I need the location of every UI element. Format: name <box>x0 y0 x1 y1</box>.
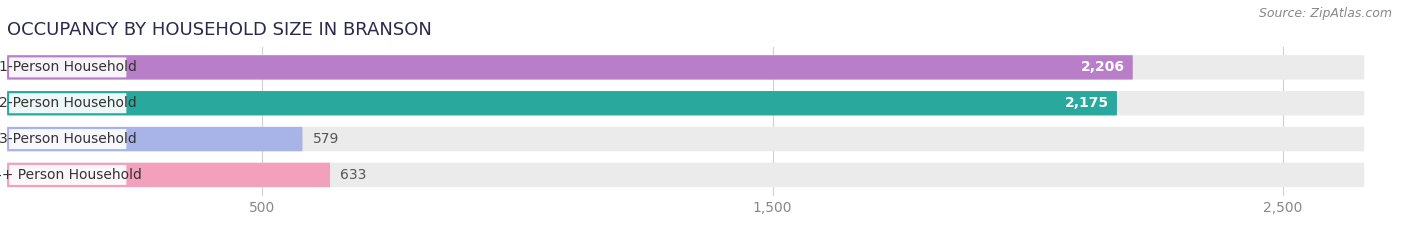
Text: 2-Person Household: 2-Person Household <box>0 96 136 110</box>
FancyBboxPatch shape <box>7 91 1364 115</box>
FancyBboxPatch shape <box>7 127 1364 151</box>
Text: 2,206: 2,206 <box>1081 60 1125 74</box>
FancyBboxPatch shape <box>7 55 1133 80</box>
Text: 579: 579 <box>312 132 339 146</box>
FancyBboxPatch shape <box>8 93 127 113</box>
Text: OCCUPANCY BY HOUSEHOLD SIZE IN BRANSON: OCCUPANCY BY HOUSEHOLD SIZE IN BRANSON <box>7 21 432 39</box>
FancyBboxPatch shape <box>7 163 1364 187</box>
Text: 633: 633 <box>340 168 367 182</box>
FancyBboxPatch shape <box>7 91 1116 115</box>
Text: 3-Person Household: 3-Person Household <box>0 132 136 146</box>
Text: Source: ZipAtlas.com: Source: ZipAtlas.com <box>1258 7 1392 20</box>
Text: 2,175: 2,175 <box>1066 96 1109 110</box>
Text: 1-Person Household: 1-Person Household <box>0 60 136 74</box>
FancyBboxPatch shape <box>7 55 1364 80</box>
Text: 4+ Person Household: 4+ Person Household <box>0 168 142 182</box>
FancyBboxPatch shape <box>7 127 302 151</box>
FancyBboxPatch shape <box>8 57 127 77</box>
FancyBboxPatch shape <box>8 129 127 149</box>
FancyBboxPatch shape <box>7 163 330 187</box>
FancyBboxPatch shape <box>8 165 127 185</box>
